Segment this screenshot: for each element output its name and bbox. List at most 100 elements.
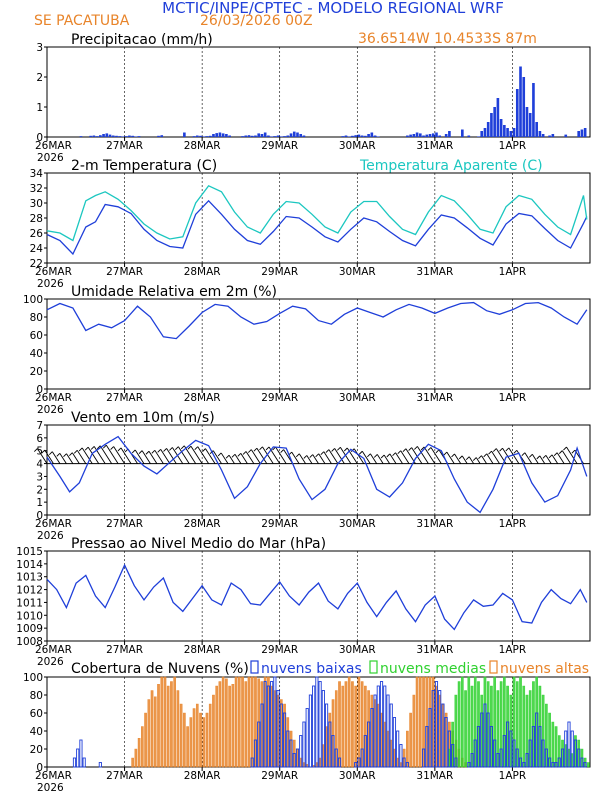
wind-barb <box>370 453 378 464</box>
humidity-year-label: 2026 <box>37 404 64 416</box>
cloud-bar-orange <box>202 717 206 768</box>
cloud-bar-blue <box>483 703 487 768</box>
wind-barb-flag <box>505 447 510 452</box>
cloud-bar-orange <box>347 676 351 768</box>
cloud-bar-orange <box>160 676 164 768</box>
precip-xtick-label: 30MAR <box>339 140 376 152</box>
pressure-xtick-label: 1APR <box>499 644 527 656</box>
cloud-bar-orange <box>179 703 183 768</box>
cloud-bar-orange <box>183 712 186 768</box>
precip-ytick-label: 2 <box>36 72 43 84</box>
temperature-xtick-label: 30MAR <box>339 266 376 278</box>
precip-bar <box>480 131 484 137</box>
precip-bar <box>509 131 513 137</box>
wind-barb <box>475 457 481 464</box>
wind-barb-flag <box>320 451 325 455</box>
wind-barb-flag <box>331 448 335 452</box>
cloud-bar-blue <box>489 726 493 768</box>
precip-bar <box>115 135 118 137</box>
precip-bar <box>195 135 199 137</box>
cloud-bar-blue <box>289 739 293 768</box>
wind-barb <box>87 446 100 464</box>
cloud-bar-blue <box>454 757 458 768</box>
cloud-bar-blue <box>557 757 561 768</box>
wind-barb <box>376 454 384 464</box>
cloud-bar-blue <box>337 757 342 768</box>
pressure-year-label: 2026 <box>37 656 64 668</box>
wind-barb-flag <box>90 446 95 450</box>
cloud-bar-blue <box>567 721 571 768</box>
wind-barb <box>228 454 235 464</box>
cloud-bar-blue <box>379 681 384 768</box>
precip-bar <box>435 132 438 137</box>
precip-bar <box>351 135 354 137</box>
humidity-title: Umidade Relativa em 2m (%) <box>71 284 277 300</box>
wind-barb <box>105 444 119 464</box>
wind-barb <box>141 450 151 464</box>
clouds-frame <box>46 676 591 768</box>
wind-ytick-label: 0 <box>36 510 43 522</box>
wind-barb-flag <box>242 451 247 455</box>
pressure-xtick-label: 30MAR <box>339 644 376 656</box>
cloud-legend: nuvens baixas nuvens medias nuvens altas <box>250 660 589 677</box>
wind-barb-flag <box>380 454 385 459</box>
precip-ytick-label: 0 <box>36 132 43 144</box>
wind-barb-flag <box>187 445 192 450</box>
wind-barb <box>481 455 487 464</box>
wind-barb <box>36 448 48 464</box>
wind-frame <box>46 424 591 516</box>
clouds-year-label: 2026 <box>37 782 64 792</box>
wind-barb-flag <box>521 452 526 457</box>
cloud-bar-orange <box>166 685 170 768</box>
legend-low-swatch <box>250 660 259 674</box>
temperature-xtick-label: 27MAR <box>106 266 143 278</box>
cloud-bar-blue <box>79 739 83 768</box>
cloud-bar-blue <box>531 726 536 768</box>
wind-barb-flag <box>483 453 488 458</box>
temperature-xtick-label: 29MAR <box>261 266 298 278</box>
precip-bar <box>79 136 83 137</box>
temperature-ytick-label: 34 <box>30 168 44 180</box>
precip-bar <box>370 132 374 137</box>
cloud-bar-blue <box>315 676 319 768</box>
humidity-ytick-label: 80 <box>30 312 43 324</box>
cloud-bar-blue <box>506 721 510 768</box>
wind-barb <box>250 449 261 464</box>
wind-barb <box>240 453 248 464</box>
humidity-xtick-label: 26MAR <box>35 392 72 404</box>
cloud-bar-orange <box>137 738 141 768</box>
cloud-bar-blue <box>486 712 490 768</box>
legend-low-label: nuvens baixas <box>261 661 362 677</box>
precip-bar <box>212 134 215 137</box>
temperature-year-label: 2026 <box>37 278 64 290</box>
cloud-bar-blue <box>544 748 548 768</box>
wind-line-blue <box>46 435 588 514</box>
wind-ytick-label: 3 <box>36 471 43 483</box>
precip-bar <box>241 136 244 137</box>
wind-barb-flag <box>225 454 230 459</box>
precip-bar <box>124 136 128 137</box>
clouds-ytick-label: 20 <box>30 744 43 756</box>
wind-barb-flag <box>451 453 455 458</box>
wind-barb <box>197 446 209 464</box>
cloud-bar-blue <box>299 735 303 768</box>
wind-barb-flag <box>435 449 440 454</box>
wind-xtick-label: 29MAR <box>261 518 298 530</box>
cloud-bar-blue <box>480 712 484 768</box>
cloud-bar-blue <box>302 721 306 768</box>
cloud-bar-blue <box>496 753 500 768</box>
cloud-bar-orange <box>189 717 193 768</box>
wind-barb-flag <box>96 445 101 450</box>
precip-xtick-label: 27MAR <box>106 140 143 152</box>
pressure-xtick-label: 27MAR <box>106 644 143 656</box>
clouds-ytick-label: 40 <box>30 726 43 738</box>
pressure-line-blue <box>46 563 588 631</box>
cloud-bar-blue <box>583 762 587 768</box>
wind-ytick-label: 7 <box>36 420 43 432</box>
temperature-frame <box>46 172 591 264</box>
humidity-line-blue <box>46 301 588 340</box>
precip-bar <box>425 134 429 137</box>
wind-barb-flag <box>553 452 558 457</box>
cloud-bar-blue <box>528 739 532 768</box>
cloud-bar-blue <box>509 730 513 768</box>
